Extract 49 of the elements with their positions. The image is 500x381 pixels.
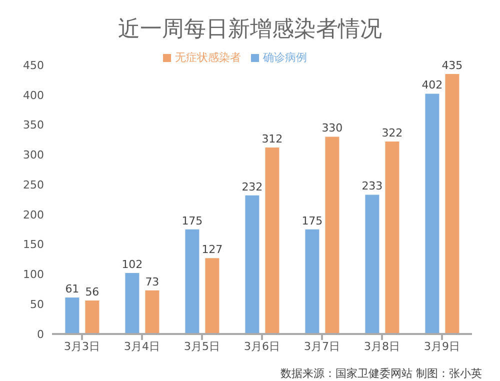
data-label: 435: [442, 58, 463, 72]
data-label: 175: [302, 214, 323, 228]
y-tick-label: 100: [23, 268, 44, 282]
data-label: 102: [122, 258, 143, 272]
data-label: 175: [182, 214, 203, 228]
x-tick-label: 3月8日: [364, 340, 400, 353]
y-tick-label: 0: [37, 328, 44, 341]
bar: [125, 273, 140, 334]
bar: [445, 74, 460, 334]
bar: [245, 195, 260, 334]
data-label: 127: [202, 243, 223, 256]
source-note: 数据来源：国家卫健委网站 制图：张小英: [280, 366, 483, 381]
x-tick-label: 3月3日: [64, 340, 100, 353]
data-label: 56: [85, 286, 100, 299]
bar: [185, 229, 200, 334]
legend-label: 确诊病例: [263, 51, 307, 64]
bar: [305, 229, 320, 334]
y-tick-label: 200: [23, 208, 44, 222]
y-tick-label: 250: [23, 178, 44, 192]
data-label: 312: [262, 132, 283, 146]
y-tick-label: 50: [30, 298, 44, 312]
bar: [265, 147, 280, 334]
y-tick-label: 450: [23, 58, 44, 72]
data-label: 233: [362, 180, 383, 193]
bar: [85, 300, 100, 334]
bar: [205, 258, 220, 334]
data-label: 322: [382, 126, 403, 140]
data-label: 61: [65, 282, 80, 296]
data-label: 232: [242, 180, 263, 194]
bar: [365, 194, 380, 334]
x-tick-label: 3月6日: [244, 340, 280, 353]
bar: [325, 136, 340, 334]
data-label: 73: [145, 275, 160, 288]
y-tick-label: 400: [23, 88, 44, 102]
y-tick-label: 300: [23, 148, 44, 162]
bar: [65, 298, 80, 334]
legend-label: 无症状感染者: [175, 51, 241, 64]
y-tick-label: 350: [23, 118, 44, 132]
bar: [385, 142, 400, 334]
chart-title: 近一周每日新增感染者情况: [117, 16, 383, 44]
x-tick-label: 3月7日: [304, 340, 340, 353]
x-tick-label: 3月5日: [184, 340, 220, 353]
bar: [425, 94, 440, 334]
data-label: 330: [322, 122, 343, 135]
bar: [145, 290, 160, 334]
x-tick-label: 3月4日: [124, 340, 160, 353]
x-tick-label: 3月9日: [424, 340, 460, 353]
data-label: 402: [422, 78, 443, 92]
y-tick-label: 150: [23, 238, 44, 252]
